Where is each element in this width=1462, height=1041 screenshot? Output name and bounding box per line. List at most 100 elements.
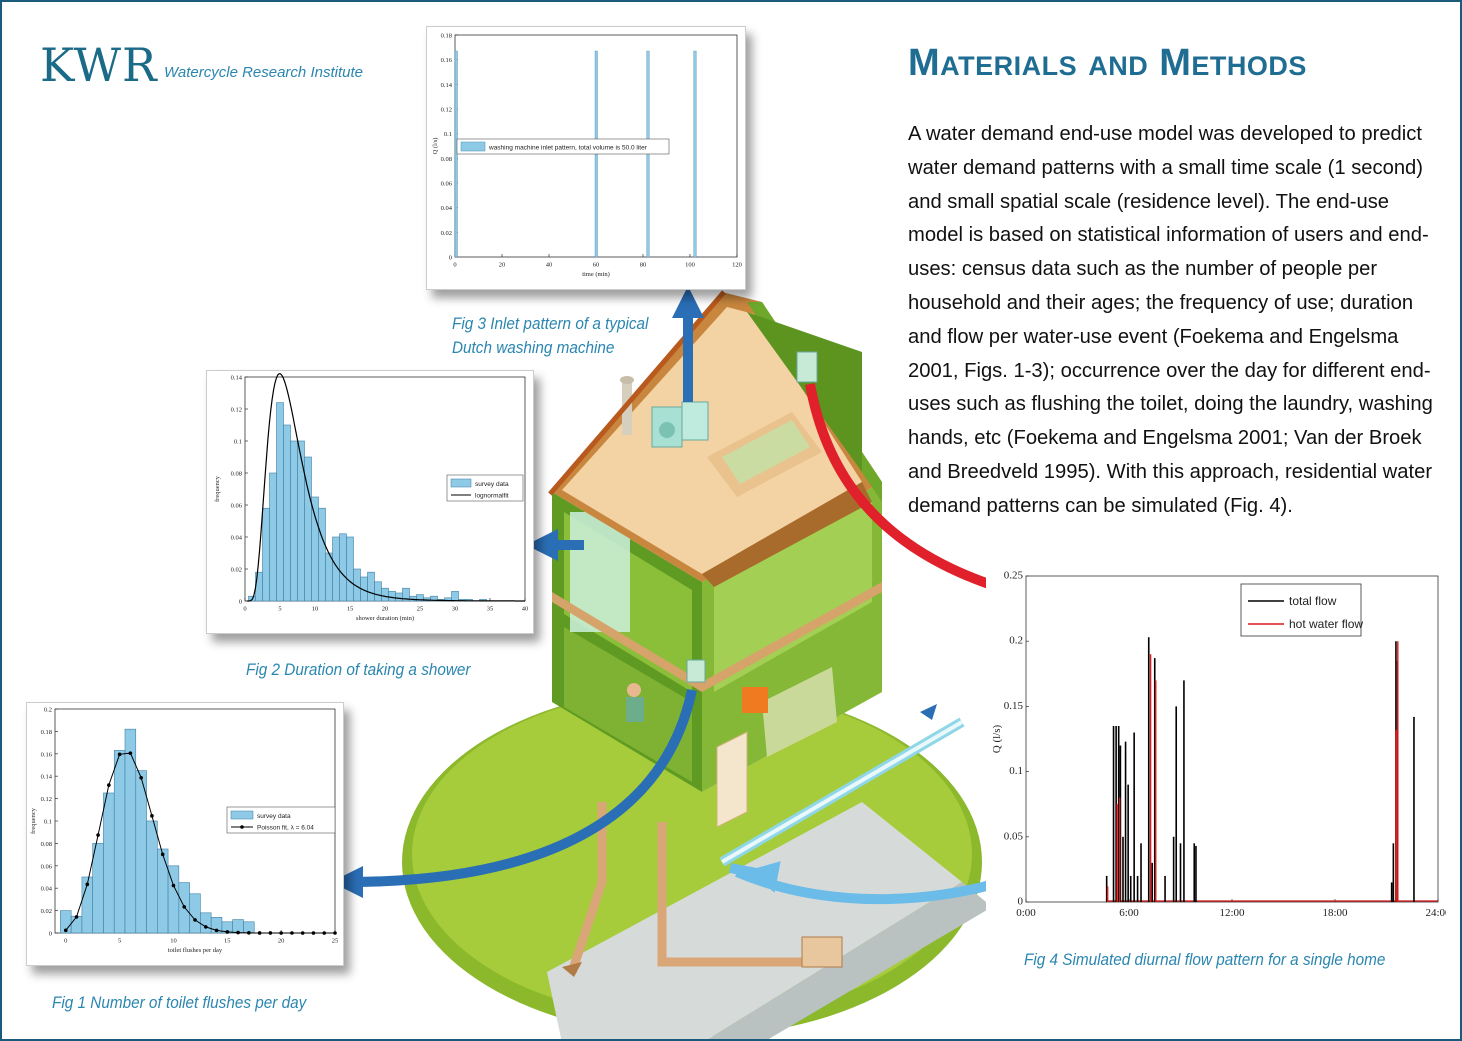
y-tick-label: 0.08 — [441, 156, 452, 163]
fig1-bar — [189, 893, 201, 934]
y-tick-label: 0.05 — [1004, 830, 1024, 842]
y-tick-label: 0.14 — [441, 82, 453, 89]
x-tick-label: 6:00 — [1119, 907, 1139, 919]
fig1-fit-point — [311, 931, 316, 935]
fig1-caption: Fig 1 Number of toilet flushes per day — [52, 993, 307, 1012]
x-tick-label: 25 — [332, 938, 339, 945]
fig1-bar — [113, 750, 126, 934]
fig2-bar — [297, 440, 305, 602]
valve-icon — [562, 962, 582, 977]
x-tick-label: 24:00 — [1425, 907, 1446, 919]
fig2-legend-label: lognormalfit — [475, 493, 509, 500]
y-tick-label: 0.06 — [41, 863, 53, 870]
y-tick-label: 0.16 — [41, 751, 53, 758]
fig1-fit-point — [117, 752, 122, 757]
fig4-legend-label: total flow — [1289, 594, 1337, 608]
x-tick-label: 15 — [347, 606, 354, 613]
fig2-bar — [290, 440, 298, 602]
body-paragraph: A water demand end-use model was develop… — [908, 123, 1433, 517]
y-tick-label: 0.12 — [441, 107, 452, 114]
fig1-fit-point — [300, 931, 305, 935]
x-tick-label: 18:00 — [1322, 907, 1348, 919]
fig1-fit-point — [193, 918, 197, 922]
fig2-bar — [276, 402, 284, 602]
y-axis-label: Q (l/s) — [991, 724, 1003, 753]
fig3-legend-box — [456, 138, 670, 155]
y-tick-label: 0.1 — [234, 439, 242, 446]
y-tick-label: 0.25 — [1004, 570, 1024, 582]
fig2-bar — [395, 592, 403, 602]
y-tick-label: 0 — [49, 931, 52, 938]
fig1-bar — [92, 843, 104, 934]
fig1-legend-label: survey data — [257, 813, 291, 820]
fig1-fit-point — [150, 814, 154, 818]
fig1-fit-point — [247, 931, 251, 935]
fig3-caption-line1: Fig 3 Inlet pattern of a typical — [452, 314, 649, 333]
fig1-fit-point — [171, 883, 176, 888]
y-tick-label: 0.12 — [41, 796, 52, 803]
x-tick-label: 12:00 — [1219, 907, 1245, 919]
y-tick-label: 0.15 — [1004, 700, 1024, 712]
fig2-bar — [311, 496, 319, 602]
y-axis-label: Q (l/s) — [432, 138, 439, 155]
fig2-bar — [346, 536, 354, 602]
x-tick-label: 40 — [546, 262, 553, 269]
y-tick-label: 0.1 — [44, 819, 52, 826]
fig1-fit-point — [182, 905, 187, 909]
fig1-fit-point — [322, 931, 327, 935]
fig3-bar — [693, 50, 697, 258]
fig2-bar — [325, 552, 333, 602]
fig1-fit-point — [236, 930, 240, 935]
fig1-fit-point — [214, 928, 219, 933]
y-tick-label: 0.04 — [231, 535, 243, 542]
section-heading: Materials and Methods — [908, 42, 1307, 84]
x-tick-label: 80 — [640, 262, 647, 269]
y-tick-label: 0.04 — [41, 886, 53, 893]
y-tick-label: 0.04 — [441, 205, 453, 212]
x-tick-label: 20 — [499, 262, 506, 269]
boiler-icon — [796, 351, 818, 383]
fig2-bar — [388, 591, 396, 602]
fig2-bar — [451, 591, 459, 602]
y-tick-label: 0.16 — [441, 57, 453, 64]
x-tick-label: 10 — [170, 938, 177, 945]
x-tick-label: 0 — [64, 938, 67, 945]
y-tick-label: 0.02 — [41, 908, 52, 915]
logo-tagline: Watercycle Research Institute — [164, 64, 363, 81]
fig1-fit-point — [128, 751, 133, 755]
y-tick-label: 0.18 — [41, 729, 52, 736]
fig2-caption: Fig 2 Duration of taking a shower — [246, 660, 471, 679]
fig1-fit-point — [225, 930, 230, 934]
fig1-fit-point — [333, 931, 337, 935]
y-tick-label: 0 — [449, 255, 452, 262]
kwr-logo: KWR — [40, 38, 158, 92]
y-tick-label: 0.08 — [41, 841, 52, 848]
fig1-fit-point — [74, 915, 79, 919]
fig1-bar — [103, 792, 115, 934]
fig1-fit-point — [96, 833, 100, 837]
y-tick-label: 0.12 — [231, 407, 242, 414]
fig1-bar — [124, 728, 137, 934]
x-tick-label: 35 — [487, 606, 494, 613]
fig1-chart: 0 0.02 0.04 0.06 0.08 0.1 0.12 0.14 0.16 0.18 0.2 0… — [26, 702, 344, 966]
y-tick-label: 0.06 — [441, 181, 453, 188]
x-tick-label: 0 — [243, 606, 246, 613]
fig2-bar — [318, 507, 326, 602]
x-tick-label: 20 — [382, 606, 389, 613]
x-tick-label: 5 — [118, 938, 121, 945]
y-tick-label: 0.1 — [1009, 765, 1023, 777]
fig3-caption: Fig 3 Inlet pattern of a typical Dutch w… — [452, 312, 648, 360]
fig2-bar — [402, 587, 410, 602]
fig2-bar — [367, 571, 375, 602]
fig2-bar — [430, 595, 438, 602]
fig2-bar — [339, 533, 347, 602]
fig1-fit-point — [257, 931, 262, 935]
y-tick-label: 0.1 — [444, 131, 452, 138]
fig1-fit-line — [65, 752, 335, 934]
x-tick-label: 40 — [522, 606, 529, 613]
x-tick-label: 5 — [278, 606, 281, 613]
y-tick-label: 0.2 — [1009, 635, 1023, 647]
fig2-bar — [381, 587, 389, 602]
